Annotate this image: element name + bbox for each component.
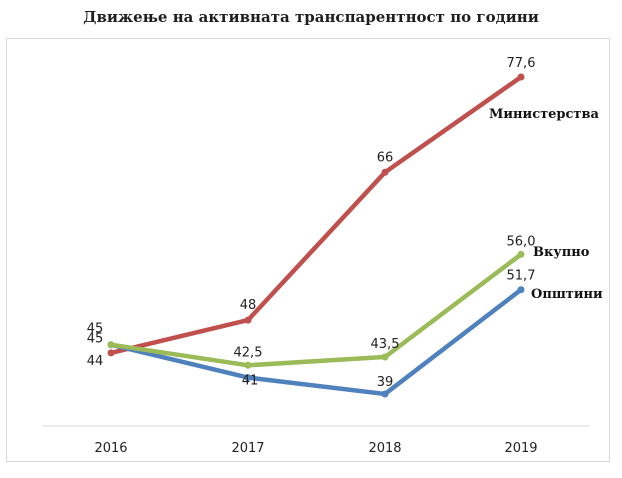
x-tick-label: 2016 xyxy=(94,441,127,456)
data-label: 56,0 xyxy=(507,234,536,249)
data-point xyxy=(244,316,252,324)
data-label: 77,6 xyxy=(507,56,536,71)
data-point xyxy=(244,361,252,369)
series-name-label: Општини xyxy=(531,287,603,302)
chart-frame xyxy=(6,38,610,462)
x-tick-label: 2017 xyxy=(231,441,264,456)
series-line xyxy=(108,252,524,368)
x-tick-label: 2019 xyxy=(504,441,537,456)
data-label: 44 xyxy=(87,354,104,369)
data-label: 39 xyxy=(377,375,394,390)
data-label: 43,5 xyxy=(371,337,400,352)
series-name-label: Вкупно xyxy=(533,245,590,260)
data-point xyxy=(517,73,525,81)
data-label: 48 xyxy=(240,298,257,313)
series-name-label: Министерства xyxy=(489,107,600,122)
data-label: 42,5 xyxy=(234,345,263,360)
data-label: 51,7 xyxy=(507,269,536,284)
data-point xyxy=(107,349,115,357)
chart-title: Движење на активната транспарентност по … xyxy=(83,8,539,26)
x-tick-label: 2018 xyxy=(368,441,401,456)
series-line xyxy=(108,287,524,397)
data-label: 66 xyxy=(377,150,394,165)
data-point xyxy=(244,374,252,382)
series-line xyxy=(108,74,524,356)
data-label: 45 xyxy=(87,332,104,347)
data-point xyxy=(381,390,389,398)
data-point xyxy=(381,353,389,361)
data-label: 41 xyxy=(242,374,259,389)
data-point xyxy=(517,250,525,258)
data-point xyxy=(107,341,115,349)
data-point xyxy=(381,168,389,176)
data-label: 45 xyxy=(87,322,104,337)
data-point xyxy=(517,286,525,294)
